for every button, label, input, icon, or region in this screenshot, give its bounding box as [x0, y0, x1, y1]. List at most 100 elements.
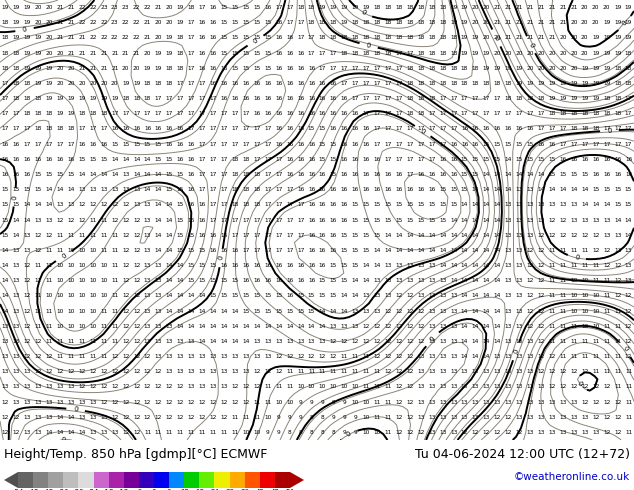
Text: 13: 13 [111, 187, 119, 192]
Text: 18: 18 [559, 111, 567, 116]
Text: 11: 11 [79, 354, 86, 359]
Text: 11: 11 [340, 354, 348, 359]
Text: 16: 16 [319, 233, 326, 238]
Text: 12: 12 [13, 430, 20, 435]
Text: 16: 16 [330, 202, 337, 207]
Text: 17: 17 [198, 5, 206, 10]
Text: 12: 12 [548, 233, 556, 238]
Text: 14: 14 [67, 430, 75, 435]
Text: 12: 12 [603, 248, 611, 253]
Text: 13: 13 [450, 294, 457, 298]
Text: 17: 17 [603, 142, 611, 147]
Text: 15: 15 [559, 172, 567, 177]
Text: 13: 13 [538, 415, 545, 420]
Text: 16: 16 [111, 126, 119, 131]
Text: 11: 11 [384, 399, 392, 405]
Text: 10: 10 [581, 278, 588, 283]
Text: 20: 20 [100, 81, 108, 86]
Text: 12: 12 [23, 339, 31, 344]
Text: 16: 16 [253, 96, 261, 101]
Text: 18: 18 [363, 20, 370, 25]
Text: 0: 0 [73, 406, 78, 413]
Text: 12: 12 [144, 399, 152, 405]
Text: 8: 8 [332, 430, 335, 435]
Text: 10: 10 [89, 248, 96, 253]
Text: 14: 14 [472, 324, 479, 329]
Text: 18: 18 [450, 81, 457, 86]
Text: 17: 17 [373, 81, 381, 86]
Text: 18: 18 [439, 5, 446, 10]
Text: 12: 12 [133, 233, 140, 238]
Text: 16: 16 [352, 172, 359, 177]
Text: 12: 12 [526, 248, 534, 253]
Text: 14: 14 [340, 294, 348, 298]
Text: 18: 18 [625, 66, 632, 71]
Text: 15: 15 [23, 187, 31, 192]
Text: 18: 18 [242, 157, 250, 162]
Text: 18: 18 [581, 111, 588, 116]
Text: 14: 14 [494, 172, 501, 177]
Text: 11: 11 [111, 339, 119, 344]
Text: 13: 13 [461, 415, 469, 420]
Text: 18: 18 [395, 5, 403, 10]
Text: 10: 10 [363, 415, 370, 420]
Text: 17: 17 [406, 126, 413, 131]
Text: 11: 11 [100, 233, 108, 238]
Text: 17: 17 [548, 126, 556, 131]
Text: 0: 0 [218, 255, 224, 261]
Text: 16: 16 [308, 111, 315, 116]
Text: 14: 14 [472, 187, 479, 192]
Text: 20: 20 [482, 20, 490, 25]
Text: 15: 15 [221, 278, 228, 283]
Text: 13: 13 [461, 369, 469, 374]
Text: 16: 16 [428, 187, 436, 192]
Text: 13: 13 [450, 324, 457, 329]
Text: 14: 14 [2, 294, 9, 298]
Text: 12: 12 [297, 354, 304, 359]
Text: 16: 16 [2, 157, 9, 162]
Text: 11: 11 [35, 263, 42, 268]
Text: 13: 13 [35, 384, 42, 390]
Text: 16: 16 [352, 111, 359, 116]
Text: 0: 0 [252, 37, 259, 45]
Text: 11: 11 [198, 430, 206, 435]
Text: 12: 12 [23, 324, 31, 329]
Text: 14: 14 [231, 324, 239, 329]
Text: 17: 17 [264, 157, 271, 162]
Text: 17: 17 [482, 111, 490, 116]
Text: 18: 18 [428, 96, 436, 101]
Text: 19: 19 [592, 81, 599, 86]
Text: 16: 16 [297, 111, 304, 116]
Text: 13: 13 [505, 399, 512, 405]
Text: 15: 15 [13, 202, 20, 207]
Text: 12: 12 [35, 369, 42, 374]
Text: 12: 12 [373, 324, 381, 329]
Text: 13: 13 [515, 202, 523, 207]
Text: 15: 15 [242, 20, 250, 25]
Text: 19: 19 [363, 5, 370, 10]
Text: 17: 17 [363, 66, 370, 71]
Text: 13: 13 [78, 415, 86, 420]
Text: 13: 13 [505, 218, 512, 222]
Text: 19: 19 [603, 66, 611, 71]
Text: 10: 10 [373, 430, 381, 435]
Text: 12: 12 [122, 263, 129, 268]
Text: 16: 16 [166, 142, 173, 147]
Text: 15: 15 [340, 278, 348, 283]
Text: 16: 16 [198, 233, 206, 238]
Text: 12: 12 [395, 399, 403, 405]
Text: 15: 15 [352, 248, 359, 253]
Text: 21: 21 [548, 20, 556, 25]
Text: 15: 15 [548, 172, 556, 177]
Text: 18: 18 [384, 35, 392, 41]
Text: 16: 16 [363, 172, 370, 177]
Text: 17: 17 [231, 126, 239, 131]
Text: 12: 12 [395, 430, 403, 435]
Text: 17: 17 [221, 187, 228, 192]
Text: 12: 12 [494, 430, 501, 435]
Text: 16: 16 [242, 263, 250, 268]
Text: 17: 17 [417, 157, 425, 162]
Text: 13: 13 [395, 278, 403, 283]
Text: 12: 12 [13, 415, 20, 420]
Text: 13: 13 [515, 354, 523, 359]
